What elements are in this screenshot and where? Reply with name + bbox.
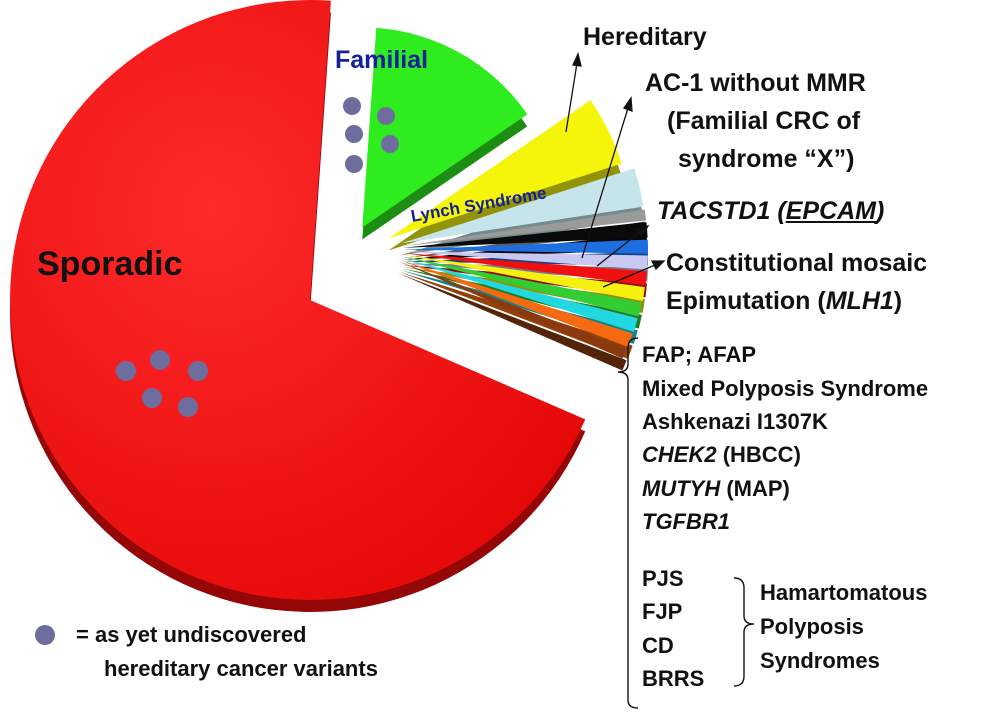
pie-slice-top: [402, 253, 647, 286]
close-paren: ): [876, 197, 885, 225]
pie-slice-side: [397, 273, 627, 371]
pie-slice-top: [402, 222, 648, 248]
pie-slice-top: [400, 257, 638, 332]
ham-item-brrs: BRRS: [642, 666, 705, 691]
list-item-ashkenazi: Ashkenazi I1307K: [642, 409, 828, 434]
ham-item-cd: CD: [642, 633, 674, 658]
slice-label-familial: Familial: [335, 46, 428, 74]
mutyh-gene: MUTYH: [642, 476, 721, 501]
ham-item-fjp: FJP: [642, 599, 683, 624]
undiscovered-variant-dot: [116, 361, 136, 381]
undiscovered-variant-dot: [345, 155, 363, 173]
pie-slice-top: [398, 259, 633, 347]
legend-text-line1: = as yet undiscovered: [76, 622, 307, 647]
mutyh-rest: (MAP): [720, 476, 790, 501]
chek2-rest: (HBCC): [716, 442, 801, 467]
arrow-head-ac1: [622, 96, 633, 112]
hamartomatous-bracket: [733, 577, 755, 687]
list-bracket: [617, 337, 639, 709]
legend-marker: [35, 625, 55, 645]
label-ac1-line2: (Familial CRC of: [667, 107, 861, 135]
list-item-mutyh: MUTYH (MAP): [642, 472, 790, 506]
pie-slice-sporadic: [9, 0, 586, 613]
epcam-text: EPCAM: [785, 197, 877, 225]
arrow-head-hereditary: [572, 52, 582, 67]
arrow-tacstd1: [596, 231, 641, 267]
mosaic-close-paren: ): [893, 287, 903, 315]
tacstd1-text: TACSTD1: [657, 197, 771, 225]
pie-slice-top: [402, 251, 648, 270]
arrow-head-tacstd1: [634, 224, 650, 238]
arrow-head-mosaic: [650, 260, 666, 271]
undiscovered-variant-dot: [188, 361, 208, 381]
pie-slice-familial: [362, 27, 528, 240]
arrow-mosaic: [602, 264, 656, 288]
undiscovered-variant-dot: [178, 397, 198, 417]
sporadic-dots: [116, 350, 208, 417]
pie-slice-top: [401, 168, 644, 244]
pie-slice-lynch-syndrome: [388, 100, 622, 251]
label-hereditary: Hereditary: [583, 23, 707, 51]
ham-item-pjs: PJS: [642, 566, 684, 591]
slice-label-sporadic: Sporadic: [37, 245, 182, 283]
list-item-chek2: CHEK2 (HBCC): [642, 438, 801, 472]
ham-group-line1: Hamartomatous: [760, 580, 928, 605]
pie-slice-top: [402, 209, 647, 247]
chek2-gene: CHEK2: [642, 442, 717, 467]
label-mosaic-line2: Epimutation (MLH1): [666, 284, 902, 318]
pie-slice-ac-1-without-mmr: [401, 168, 644, 256]
undiscovered-variant-dot: [345, 125, 363, 143]
list-item-fap: FAP; AFAP: [642, 342, 757, 367]
label-ac1-line3: syndrome “X”): [678, 145, 855, 173]
pie-slice-top: [388, 100, 622, 239]
pie-slice-top: [402, 254, 645, 302]
label-mosaic-line1: Constitutional mosaic: [666, 249, 928, 277]
ham-group-line2: Polyposis: [760, 614, 864, 639]
legend-text-line2: hereditary cancer variants: [104, 656, 378, 681]
ham-group-line3: Syndromes: [760, 648, 880, 673]
label-tacstd1: TACSTD1 (EPCAM): [657, 194, 884, 228]
pie-slice-top: [362, 27, 528, 228]
undiscovered-variant-dot: [381, 135, 399, 153]
pie-slice-unlabeled-12: [397, 261, 627, 371]
arrow-ac1: [581, 107, 629, 259]
undiscovered-variant-dot: [343, 97, 361, 115]
undiscovered-variant-dot: [142, 388, 162, 408]
undiscovered-variant-dot: [150, 350, 170, 370]
arrow-hereditary: [565, 62, 578, 133]
mlh1-text: MLH1: [825, 287, 894, 315]
mosaic-line2-text: Epimutation (: [666, 287, 826, 315]
undiscovered-variant-dot: [377, 107, 395, 125]
familial-dots: [343, 97, 399, 173]
pie-slice-top: [401, 256, 642, 317]
pie-slice-top: [10, 0, 586, 600]
pie-slice-top: [397, 261, 627, 359]
label-ac1-line1: AC-1 without MMR: [645, 69, 866, 97]
list-item-tgfbr1: TGFBR1: [642, 509, 730, 534]
list-item-mixed: Mixed Polyposis Syndrome: [642, 376, 929, 401]
open-paren: (: [777, 197, 786, 225]
